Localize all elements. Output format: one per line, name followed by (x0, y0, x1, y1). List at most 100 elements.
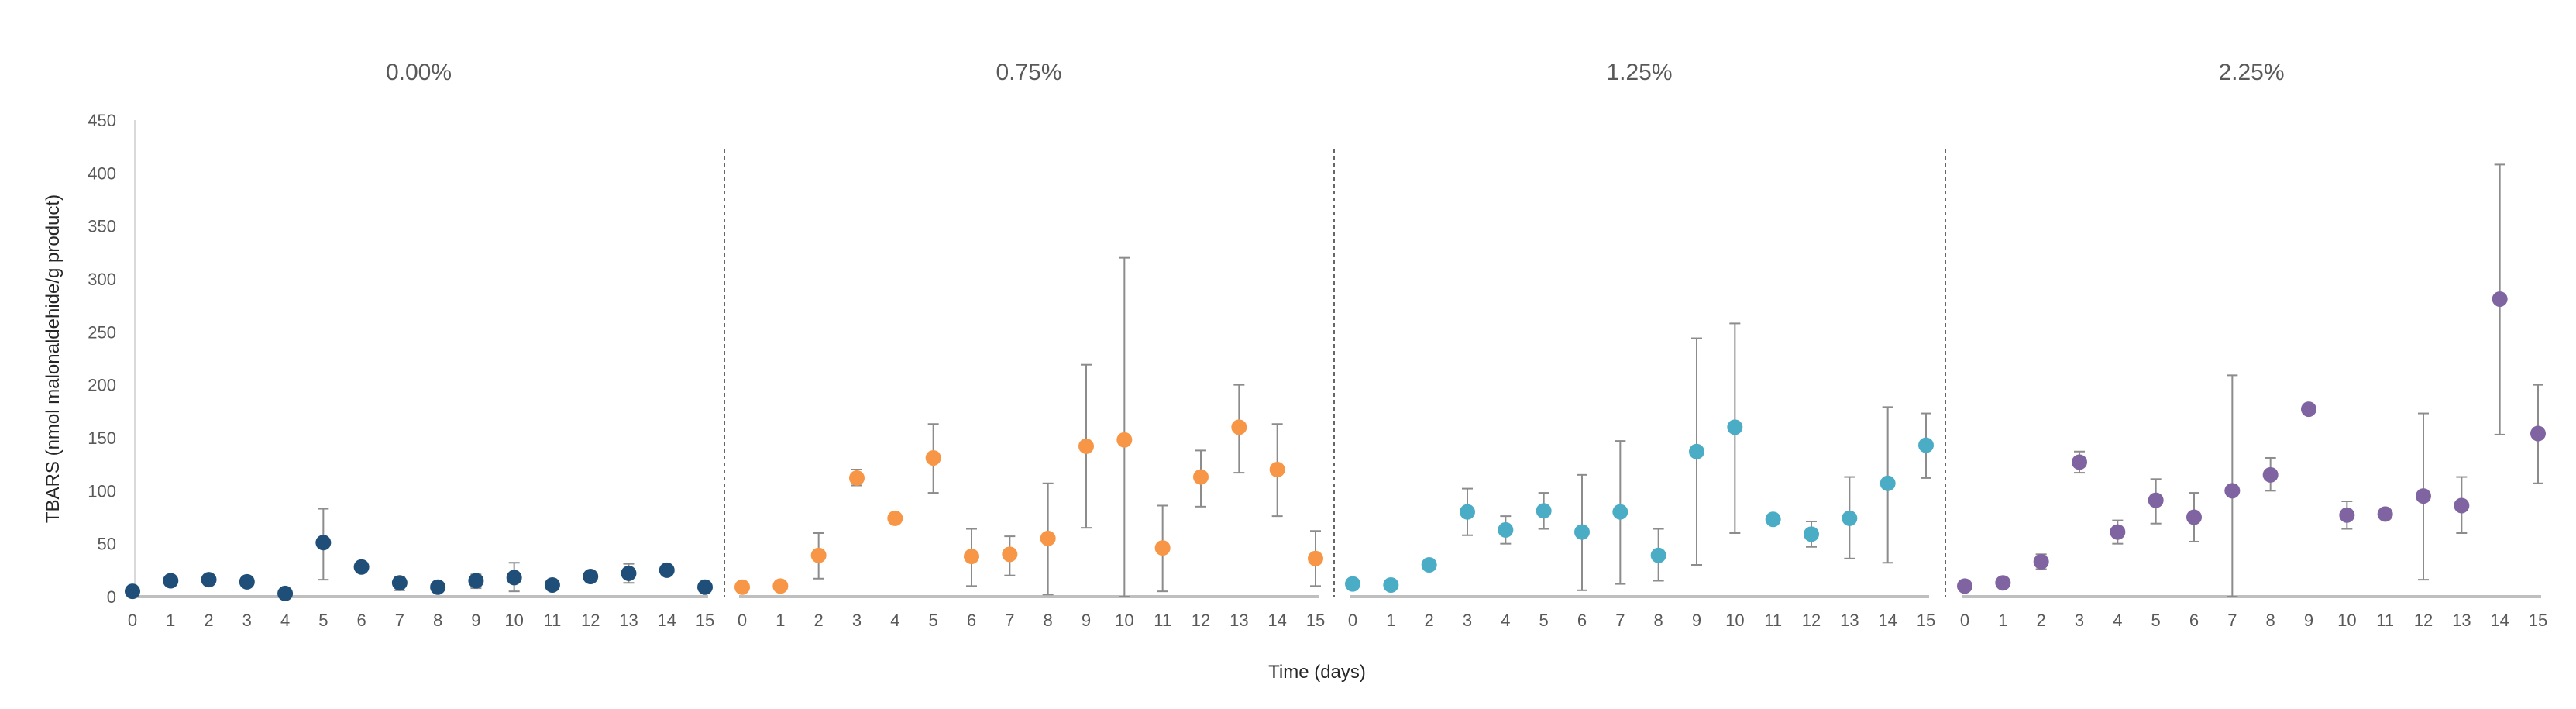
x-tick-label: 12 (1192, 611, 1210, 630)
x-tick-label: 2 (814, 611, 824, 630)
data-point (506, 570, 522, 586)
x-tick-label: 1 (1998, 611, 2007, 630)
x-tick-label: 8 (1044, 611, 1053, 630)
x-tick-label: 9 (2304, 611, 2313, 630)
x-tick-label: 13 (619, 611, 638, 630)
x-tick-label: 4 (280, 611, 290, 630)
data-point (1804, 526, 1819, 542)
data-point (849, 470, 865, 486)
x-tick-label: 11 (2376, 611, 2394, 630)
data-point (1421, 557, 1437, 573)
data-point (2339, 507, 2355, 523)
x-tick-label: 15 (1306, 611, 1325, 630)
panel-title: 0.00% (386, 60, 452, 85)
x-tick-label: 5 (318, 611, 328, 630)
data-point (2416, 488, 2431, 504)
x-tick-label: 0 (128, 611, 137, 630)
x-tick-label: 5 (2151, 611, 2161, 630)
x-axis-title: Time (days) (1268, 662, 1366, 683)
data-point (697, 579, 713, 595)
data-point (2492, 291, 2508, 307)
panel-3: 1.25%0 1 2 3 4 5 6 7 8 9 10 11 12 13 14 15 (1345, 60, 1935, 630)
data-point (1383, 576, 1399, 593)
data-point (1650, 547, 1666, 563)
panel-title: 2.25% (2218, 60, 2284, 85)
x-tick-label: 3 (1463, 611, 1472, 630)
data-point (1116, 432, 1133, 448)
y-tick-label: 150 (88, 428, 116, 448)
data-point (353, 559, 370, 575)
x-tick-label: 7 (1005, 611, 1014, 630)
data-point (1154, 540, 1171, 556)
x-tick-label: 8 (433, 611, 442, 630)
y-tick-label: 100 (88, 481, 116, 501)
panel-2: 0.75%0 1 2 3 4 5 6 7 8 9 10 11 12 13 14 15 (734, 60, 1325, 630)
y-tick-label: 50 (98, 535, 116, 554)
y-axis: 0 50 100 150 200 250 300 350 400 450 (88, 111, 136, 607)
y-axis-title: TBARS (nmol malonaldehide/g product) (43, 194, 64, 523)
x-tick-label: 1 (166, 611, 175, 630)
x-tick-label: 10 (2337, 611, 2356, 630)
data-point (2072, 454, 2087, 470)
x-tick-label: 13 (1230, 611, 1248, 630)
x-tick-label: 5 (1539, 611, 1549, 630)
data-point (1918, 437, 1934, 453)
x-tick-label: 10 (1725, 611, 1744, 630)
x-tick-label: 0 (1348, 611, 1357, 630)
data-point (2224, 483, 2241, 499)
data-point (1574, 524, 1590, 540)
x-tick-label: 2 (1425, 611, 1434, 630)
data-point (2262, 466, 2279, 483)
data-point (1689, 443, 1704, 459)
data-point (1612, 504, 1628, 520)
data-point (1040, 530, 1056, 546)
x-tick-label: 6 (356, 611, 366, 630)
x-tick-label: 9 (471, 611, 480, 630)
x-tick-label: 4 (2113, 611, 2122, 630)
x-tick-label: 11 (1764, 611, 1782, 630)
x-tick-label: 13 (1840, 611, 1859, 630)
x-tick-label: 14 (2490, 611, 2509, 630)
data-point (887, 510, 903, 526)
y-tick-labels: 0 50 100 150 200 250 300 350 400 450 (88, 111, 116, 607)
x-tick-label: 14 (1267, 611, 1286, 630)
x-tick-label: 2 (204, 611, 213, 630)
data-point (2110, 524, 2126, 540)
x-tick-label: 4 (890, 611, 899, 630)
data-point (1078, 438, 1094, 454)
data-point (583, 569, 599, 585)
x-tick-label: 4 (1501, 611, 1510, 630)
data-point (1269, 462, 1285, 477)
x-tick-label: 3 (242, 611, 252, 630)
data-point (2530, 425, 2546, 442)
data-point (1880, 475, 1896, 491)
data-point (201, 572, 217, 588)
x-tick-label: 3 (2075, 611, 2084, 630)
x-tick-label: 12 (2414, 611, 2433, 630)
data-point (734, 579, 750, 595)
x-tick-label: 1 (1386, 611, 1395, 630)
y-tick-label: 400 (88, 163, 116, 183)
data-point (925, 449, 941, 466)
x-tick-label: 5 (929, 611, 938, 630)
x-tick-label: 1 (776, 611, 785, 630)
y-tick-label: 300 (88, 270, 116, 289)
data-point (1765, 511, 1781, 528)
x-tick-label: 9 (1692, 611, 1701, 630)
data-point (772, 578, 789, 594)
data-point (1995, 575, 2011, 591)
panel-1: 0.00%0 1 2 3 4 5 6 7 8 9 10 11 12 13 14 15 (125, 60, 714, 630)
data-point (391, 575, 408, 591)
x-tick-label: 7 (395, 611, 404, 630)
x-tick-label: 7 (1615, 611, 1625, 630)
x-tick-label: 8 (1654, 611, 1663, 630)
x-tick-label: 0 (738, 611, 747, 630)
x-tick-label: 15 (696, 611, 714, 630)
data-point (430, 579, 446, 595)
data-point (468, 573, 484, 589)
data-point (1193, 469, 1209, 485)
x-tick-label: 12 (1802, 611, 1821, 630)
panel-title: 1.25% (1606, 60, 1672, 85)
